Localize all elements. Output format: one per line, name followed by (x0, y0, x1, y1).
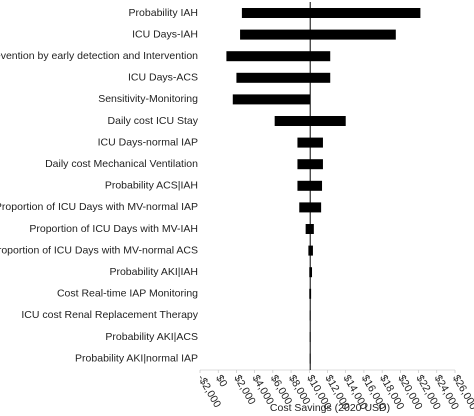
category-label: Probability IAH (129, 7, 198, 19)
category-label: ICU cost Renal Replacement Therapy (21, 309, 198, 321)
category-label: Probability ACS|IAH (105, 180, 198, 192)
category-label: Daily cost Mechanical Ventilation (45, 158, 198, 170)
category-label: Proportion of ICU Days with MV-normal AC… (0, 244, 198, 256)
bar (240, 29, 396, 40)
category-label: Daily cost ICU Stay (108, 115, 199, 127)
category-label: Proportion of ICU Days with MV-IAH (29, 223, 198, 235)
bar (241, 8, 421, 18)
x-axis-title: Cost Savings (2020 USD) (270, 402, 390, 414)
bar (226, 51, 331, 62)
category-label: Probability AKI|normal IAP (75, 352, 198, 364)
category-label: Proportion of ICU Days with MV-normal IA… (0, 201, 198, 213)
category-label: Prevention by early detection and Interv… (0, 50, 198, 62)
category-label: ICU Days-IAH (132, 28, 198, 40)
category-label: Probability AKI|IAH (109, 266, 198, 278)
category-label: ICU Days-normal IAP (98, 136, 198, 148)
category-label: ICU Days-ACS (128, 72, 198, 84)
bar (232, 94, 311, 105)
category-label: Cost Real-time IAP Monitoring (57, 288, 198, 300)
bar (236, 72, 331, 83)
category-label: Probability AKI|ACS (105, 331, 198, 343)
x-tick-label: $0 (213, 373, 229, 389)
category-label: Sensitivity-Monitoring (98, 93, 198, 105)
